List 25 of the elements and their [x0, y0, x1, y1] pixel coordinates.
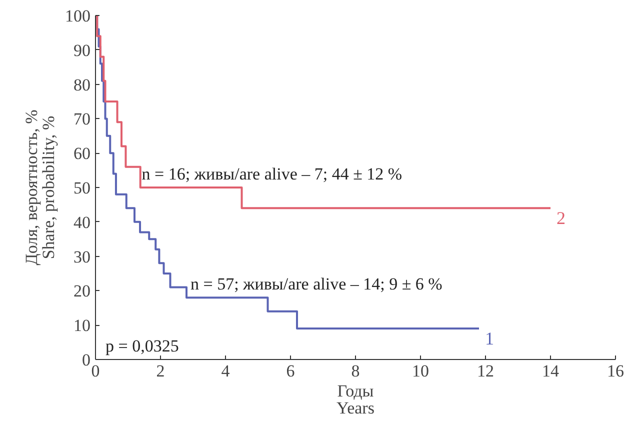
y-tick-label: 80	[74, 75, 90, 94]
y-tick-label: 100	[65, 6, 90, 26]
annotation: p = 0,0325	[106, 336, 179, 356]
x-axis-title: Годы Years	[336, 382, 374, 418]
x-tick-label: 12	[477, 362, 494, 380]
y-tick-label: 60	[74, 144, 90, 164]
x-tick-label: 8	[351, 362, 360, 380]
y-tick-label: 40	[74, 212, 90, 232]
y-tick-label: 70	[74, 110, 90, 129]
x-tick-label: 2	[156, 362, 165, 380]
x-tick-label: 10	[412, 362, 429, 380]
annotation: n = 57; живы/are alive – 14; 9 ± 6 %	[190, 274, 442, 294]
y-tick-label: 30	[74, 247, 90, 266]
annotation: n = 16; живы/are alive – 7; 44 ± 12 %	[142, 164, 402, 184]
y-tick-label: 20	[74, 282, 90, 301]
x-tick-label: 14	[542, 362, 560, 380]
y-axis-title: Доля, вероятность, % Share, probability, %	[22, 110, 58, 266]
series-label: 1	[485, 328, 494, 349]
x-tick-label: 4	[221, 362, 230, 380]
x-tick-label: 16	[607, 362, 624, 380]
series-label: 2	[556, 208, 566, 228]
y-tick-label: 90	[74, 40, 90, 60]
x-tick-label: 6	[286, 362, 295, 380]
y-tick-label: 50	[74, 178, 90, 198]
y-tick-label: 10	[74, 316, 90, 336]
